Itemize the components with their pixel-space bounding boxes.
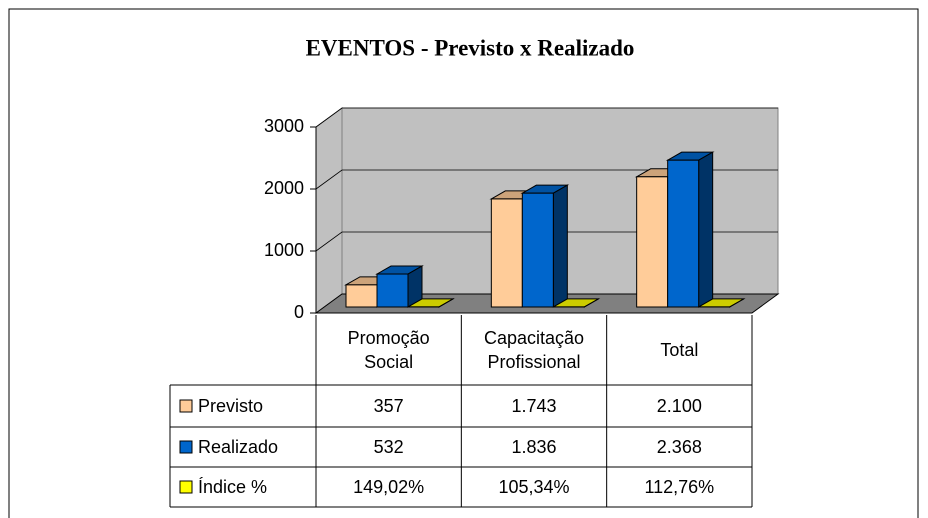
y-tick-label: 1000	[264, 240, 304, 260]
table-value: 2.100	[657, 396, 702, 416]
bar	[521, 192, 554, 308]
legend-label: Realizado	[198, 437, 278, 457]
x-tick-label: Promoção Social	[347, 328, 430, 372]
table-value: 105,34%	[498, 477, 569, 497]
x-tick-label: Capacitação Profissional	[483, 328, 585, 372]
bar-side	[698, 151, 714, 308]
grid-line	[315, 169, 778, 190]
grid-line	[315, 231, 778, 252]
grid-line	[315, 107, 778, 128]
legend-swatch	[179, 480, 193, 494]
table-value: 149,02%	[353, 477, 424, 497]
table-value: 2.368	[657, 437, 702, 457]
y-tick-label: 3000	[264, 116, 304, 136]
bar	[345, 284, 378, 308]
bar	[490, 198, 523, 308]
table-value: 112,76%	[644, 477, 714, 497]
table-value: 532	[374, 437, 404, 457]
bar	[667, 159, 700, 308]
bar	[376, 273, 409, 308]
bar-side	[552, 184, 568, 308]
bar	[636, 176, 669, 308]
legend-swatch	[179, 399, 193, 413]
y-tick-label: 0	[294, 302, 304, 322]
side-wall	[315, 107, 343, 314]
y-tick-label: 2000	[264, 178, 304, 198]
legend-label: Índice %	[198, 477, 267, 497]
x-tick-label: Total	[660, 340, 699, 360]
chart-title: EVENTOS - Previsto x Realizado	[306, 35, 635, 60]
table-value: 1.743	[511, 396, 556, 416]
legend-swatch	[179, 440, 193, 454]
table-value: 1.836	[511, 437, 556, 457]
table-value: 357	[374, 396, 404, 416]
legend-label: Previsto	[198, 396, 263, 416]
